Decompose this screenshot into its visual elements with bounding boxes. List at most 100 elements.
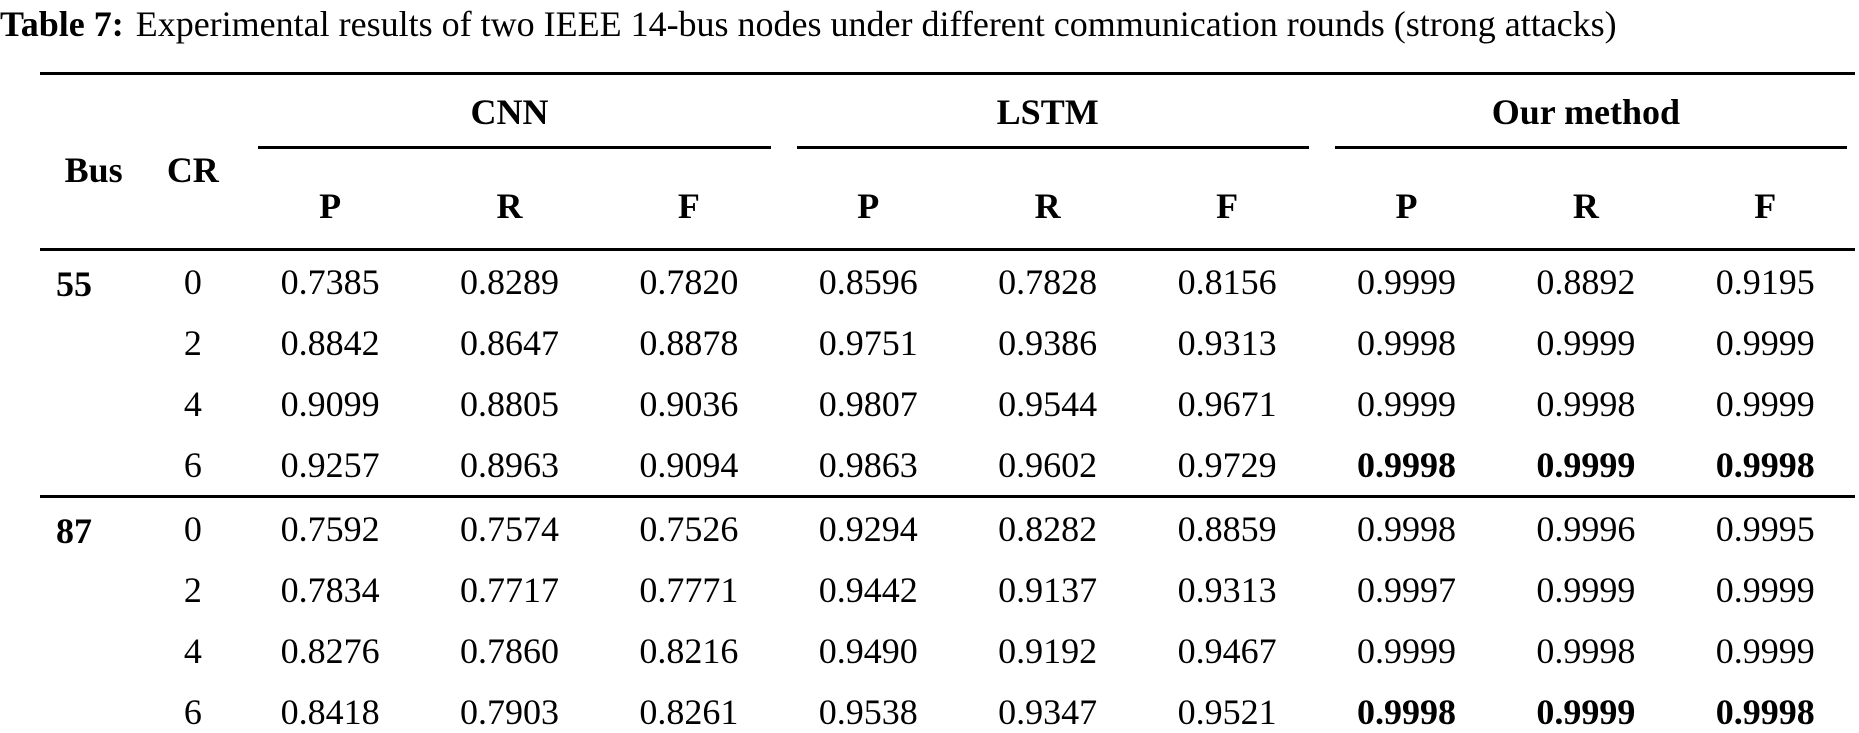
cell-cnn-r: 0.8963 — [419, 434, 600, 498]
group-header-row: Bus CR CNN LSTM Our method — [40, 73, 1855, 251]
group-header-our-method: Our method — [1317, 74, 1855, 150]
cell-our-r: 0.9999 — [1496, 681, 1676, 733]
table-row: 55 0 0.7385 0.8289 0.7820 0.8596 0.7828 0.8156 0… — [40, 249, 1855, 498]
header-bus: Bus — [40, 73, 146, 251]
cell-our-r: 0.9999 — [1496, 434, 1676, 498]
cell-cnn-r: 0.7717 — [460, 569, 559, 610]
cell-cnn-r: 0.7860 — [460, 630, 559, 671]
cell-lstm-f: 0.9671 — [1177, 383, 1277, 424]
cell-lstm-r: 0.7828 — [998, 261, 1098, 302]
header-cr: CR — [145, 73, 241, 251]
cell-cnn-r: 0.8289 — [460, 261, 559, 302]
cell-lstm-f: 0.8156 — [1177, 261, 1277, 302]
cell-lstm-r: 0.9602 — [957, 434, 1138, 498]
cell-cnn-f: 0.7526 — [639, 508, 739, 549]
header-cnn-p: P — [240, 149, 420, 251]
group-header-lstm: LSTM — [779, 74, 1317, 150]
cr-value: 0 — [183, 261, 202, 302]
table-header: Bus CR CNN LSTM Our method P R F P R F P… — [40, 73, 1855, 251]
cell-our-f: 0.9999 — [1715, 630, 1815, 671]
table-row: 4 0.9099 0.8805 0.9036 0.9807 0.9544 0.9671 0.9… — [40, 373, 1855, 434]
cell-cnn-p: 0.9257 — [240, 434, 420, 498]
caption-text: Experimental results of two IEEE 14-bus … — [135, 4, 1617, 44]
cell-lstm-r: 0.9544 — [998, 383, 1098, 424]
results-table: Bus CR CNN LSTM Our method P R F P R F P… — [40, 72, 1855, 733]
table-row: 6 0.9257 0.8963 0.9094 0.9863 0.9602 0.9729 0.9… — [40, 434, 1855, 498]
cell-our-p: 0.9998 — [1316, 681, 1497, 733]
bus-id: 55 — [40, 249, 146, 498]
cell-our-f: 0.9995 — [1715, 508, 1815, 549]
cell-cnn-f: 0.8216 — [639, 630, 739, 671]
cell-lstm-r: 0.9386 — [998, 322, 1098, 363]
cell-our-p: 0.9998 — [1356, 322, 1456, 363]
cell-cnn-f: 0.8261 — [599, 681, 779, 733]
header-cnn-f: F — [599, 149, 779, 251]
header-lstm-f: F — [1137, 149, 1317, 251]
cr-value: 6 — [145, 681, 241, 733]
cell-lstm-p: 0.8596 — [818, 261, 918, 302]
table-body: 55 0 0.7385 0.8289 0.7820 0.8596 0.7828 0.8156 0… — [40, 249, 1855, 733]
cell-lstm-f: 0.9521 — [1137, 681, 1317, 733]
cell-cnn-f: 0.7820 — [639, 261, 739, 302]
cell-our-f: 0.9998 — [1675, 681, 1855, 733]
cell-lstm-f: 0.9729 — [1137, 434, 1317, 498]
cell-our-r: 0.9998 — [1536, 630, 1636, 671]
cell-our-f: 0.9999 — [1715, 322, 1815, 363]
bus-id: 87 — [40, 496, 146, 733]
cell-cnn-f: 0.9094 — [599, 434, 779, 498]
cell-lstm-p: 0.9751 — [818, 322, 918, 363]
cell-our-r: 0.9996 — [1536, 508, 1636, 549]
cell-cnn-p: 0.8842 — [280, 322, 380, 363]
cell-lstm-p: 0.9538 — [778, 681, 958, 733]
table-row: 87 0 0.7592 0.7574 0.7526 0.9294 0.8282 0.8859 0… — [40, 496, 1855, 733]
cr-value: 4 — [183, 383, 202, 424]
cell-lstm-p: 0.9294 — [818, 508, 918, 549]
cell-cnn-r: 0.7903 — [419, 681, 600, 733]
cell-cnn-r: 0.8647 — [460, 322, 559, 363]
cell-cnn-r: 0.8805 — [460, 383, 559, 424]
cell-lstm-p: 0.9807 — [818, 383, 918, 424]
cell-cnn-f: 0.8878 — [639, 322, 739, 363]
cell-cnn-p: 0.8418 — [240, 681, 420, 733]
cr-value: 2 — [183, 569, 202, 610]
cell-lstm-r: 0.9137 — [998, 569, 1098, 610]
cr-value: 4 — [183, 630, 202, 671]
cell-our-p: 0.9998 — [1316, 434, 1497, 498]
cell-our-f: 0.9999 — [1715, 569, 1815, 610]
cell-our-p: 0.9999 — [1356, 630, 1456, 671]
header-lstm-r: R — [957, 149, 1138, 251]
header-our-r: R — [1496, 149, 1676, 251]
cell-cnn-p: 0.7592 — [280, 508, 380, 549]
cell-cnn-p: 0.8276 — [280, 630, 380, 671]
header-our-f: F — [1675, 149, 1855, 251]
header-lstm-p: P — [778, 149, 958, 251]
cell-our-r: 0.9998 — [1536, 383, 1636, 424]
cell-cnn-f: 0.7771 — [639, 569, 739, 610]
cell-cnn-f: 0.9036 — [639, 383, 739, 424]
cell-our-p: 0.9998 — [1356, 508, 1456, 549]
cell-our-p: 0.9999 — [1356, 383, 1456, 424]
cell-our-f: 0.9999 — [1715, 383, 1815, 424]
cell-lstm-p: 0.9442 — [818, 569, 918, 610]
cell-our-p: 0.9997 — [1356, 569, 1456, 610]
cell-cnn-p: 0.9099 — [280, 383, 380, 424]
cell-our-r: 0.9999 — [1536, 569, 1636, 610]
cell-lstm-p: 0.9863 — [778, 434, 958, 498]
header-cnn-r: R — [419, 149, 600, 251]
header-our-p: P — [1316, 149, 1497, 251]
table-row: 2 0.8842 0.8647 0.8878 0.9751 0.9386 0.9313 0.9… — [40, 312, 1855, 373]
metric-header-row: P R F P R F P R F — [40, 149, 1855, 251]
cell-cnn-p: 0.7834 — [280, 569, 380, 610]
cell-cnn-p: 0.7385 — [280, 261, 380, 302]
cell-lstm-r: 0.9347 — [957, 681, 1138, 733]
cell-cnn-r: 0.7574 — [460, 508, 559, 549]
cell-our-r: 0.8892 — [1536, 261, 1636, 302]
cell-lstm-f: 0.8859 — [1177, 508, 1277, 549]
cell-our-p: 0.9999 — [1356, 261, 1456, 302]
table-row: 4 0.8276 0.7860 0.8216 0.9490 0.9192 0.9467 0.9… — [40, 620, 1855, 681]
cell-lstm-f: 0.9313 — [1177, 322, 1277, 363]
cell-lstm-r: 0.9192 — [998, 630, 1098, 671]
table-row: 6 0.8418 0.7903 0.8261 0.9538 0.9347 0.9521 0.9… — [40, 681, 1855, 733]
cr-value: 2 — [183, 322, 202, 363]
